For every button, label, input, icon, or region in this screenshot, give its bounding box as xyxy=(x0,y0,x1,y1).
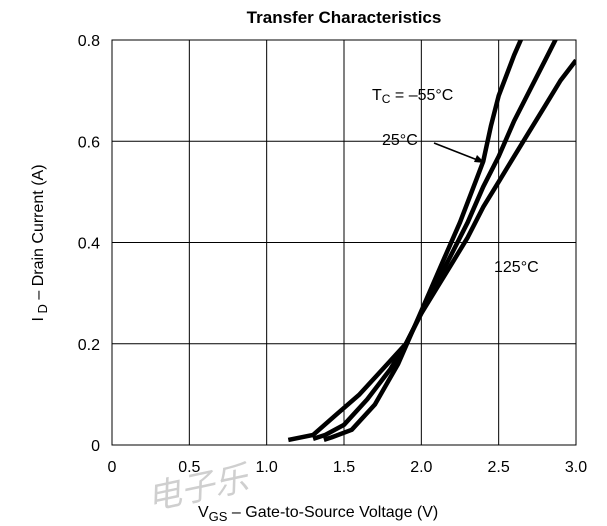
x-axis-label: VGS – Gate-to-Source Voltage (V) xyxy=(198,504,438,524)
y-tick-label: 0.6 xyxy=(78,134,100,151)
series-line-1 xyxy=(312,40,558,442)
y-tick-label: 0.4 xyxy=(78,236,100,253)
series-line-0 xyxy=(323,40,524,443)
y-tick-labels: 0 0.2 0.4 0.6 0.8 xyxy=(78,33,100,455)
x-tick-labels: 0 0.5 1.0 1.5 2.0 2.5 3.0 xyxy=(108,459,588,476)
x-tick-label: 3.0 xyxy=(565,459,587,476)
x-tick-label: 1.5 xyxy=(333,459,355,476)
annotation-25c-arrow xyxy=(433,142,481,162)
y-tick-label: 0 xyxy=(91,438,100,455)
grid-lines xyxy=(111,39,577,446)
plot-frame xyxy=(111,39,577,446)
series-group xyxy=(287,40,576,443)
x-tick-label: 2.5 xyxy=(488,459,510,476)
x-tick-label: 1.0 xyxy=(256,459,278,476)
annotation-25c: 25°C xyxy=(382,132,418,149)
x-tick-label: 0 xyxy=(108,459,117,476)
y-tick-label: 0.2 xyxy=(78,337,100,354)
chart-title: Transfer Characteristics xyxy=(247,8,442,27)
series-line-2 xyxy=(287,58,576,443)
y-tick-label: 0.8 xyxy=(78,33,100,50)
x-tick-label: 2.0 xyxy=(410,459,432,476)
annotation-tc-minus55: TC = –55°C xyxy=(372,87,453,106)
annotation-125c: 125°C xyxy=(494,259,539,276)
annotation-25c-arrowhead xyxy=(474,155,485,163)
y-axis-label: I D – Drain Current (A) xyxy=(30,164,50,321)
x-tick-label: 0.5 xyxy=(178,459,200,476)
